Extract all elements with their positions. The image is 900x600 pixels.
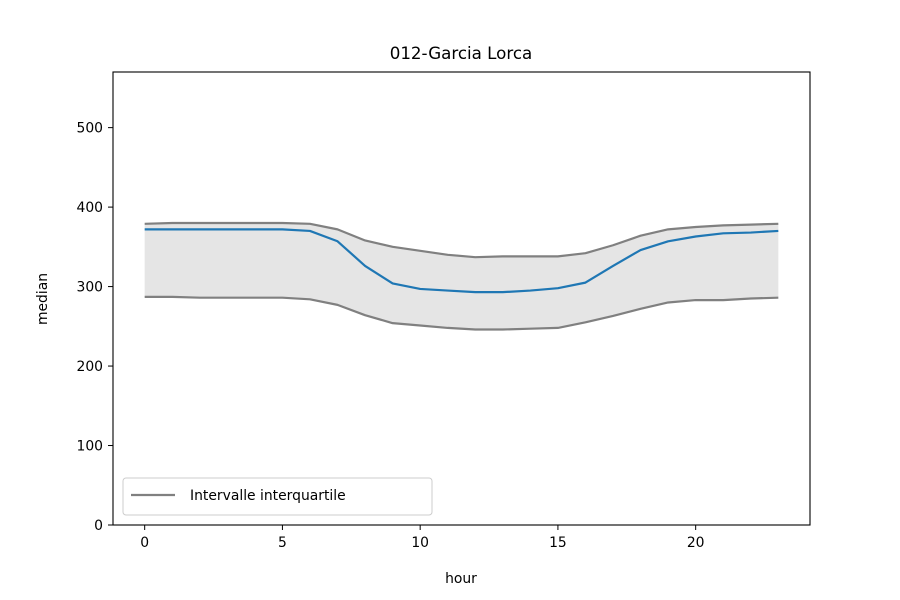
y-tick-label: 300: [76, 280, 103, 296]
y-tick-label: 100: [76, 439, 103, 455]
median-line: [144, 228, 779, 294]
legend-box: [122, 477, 433, 516]
y-tick-label: 400: [76, 200, 103, 216]
x-tick-label: 20: [687, 535, 705, 551]
y-tick-label: 200: [76, 359, 103, 375]
q1-line: [144, 295, 779, 331]
iqr-band: [144, 223, 779, 330]
chart-title: 012-Garcia Lorca: [390, 43, 533, 63]
x-axis-label: hour: [445, 571, 477, 587]
axes-frame: [112, 71, 811, 526]
legend-label: Intervalle interquartile: [190, 488, 346, 504]
x-tick-label: 0: [140, 535, 149, 551]
y-tick-label: 500: [76, 121, 103, 137]
x-tick-label: 5: [278, 535, 287, 551]
legend: Intervalle interquartile: [122, 477, 433, 516]
y-axis-label: median: [35, 273, 51, 325]
x-tick-label: 10: [411, 535, 429, 551]
x-tick-label: 15: [549, 535, 567, 551]
q3-line: [144, 221, 779, 259]
plot-area: [144, 221, 779, 331]
y-tick-label: 0: [94, 518, 103, 534]
